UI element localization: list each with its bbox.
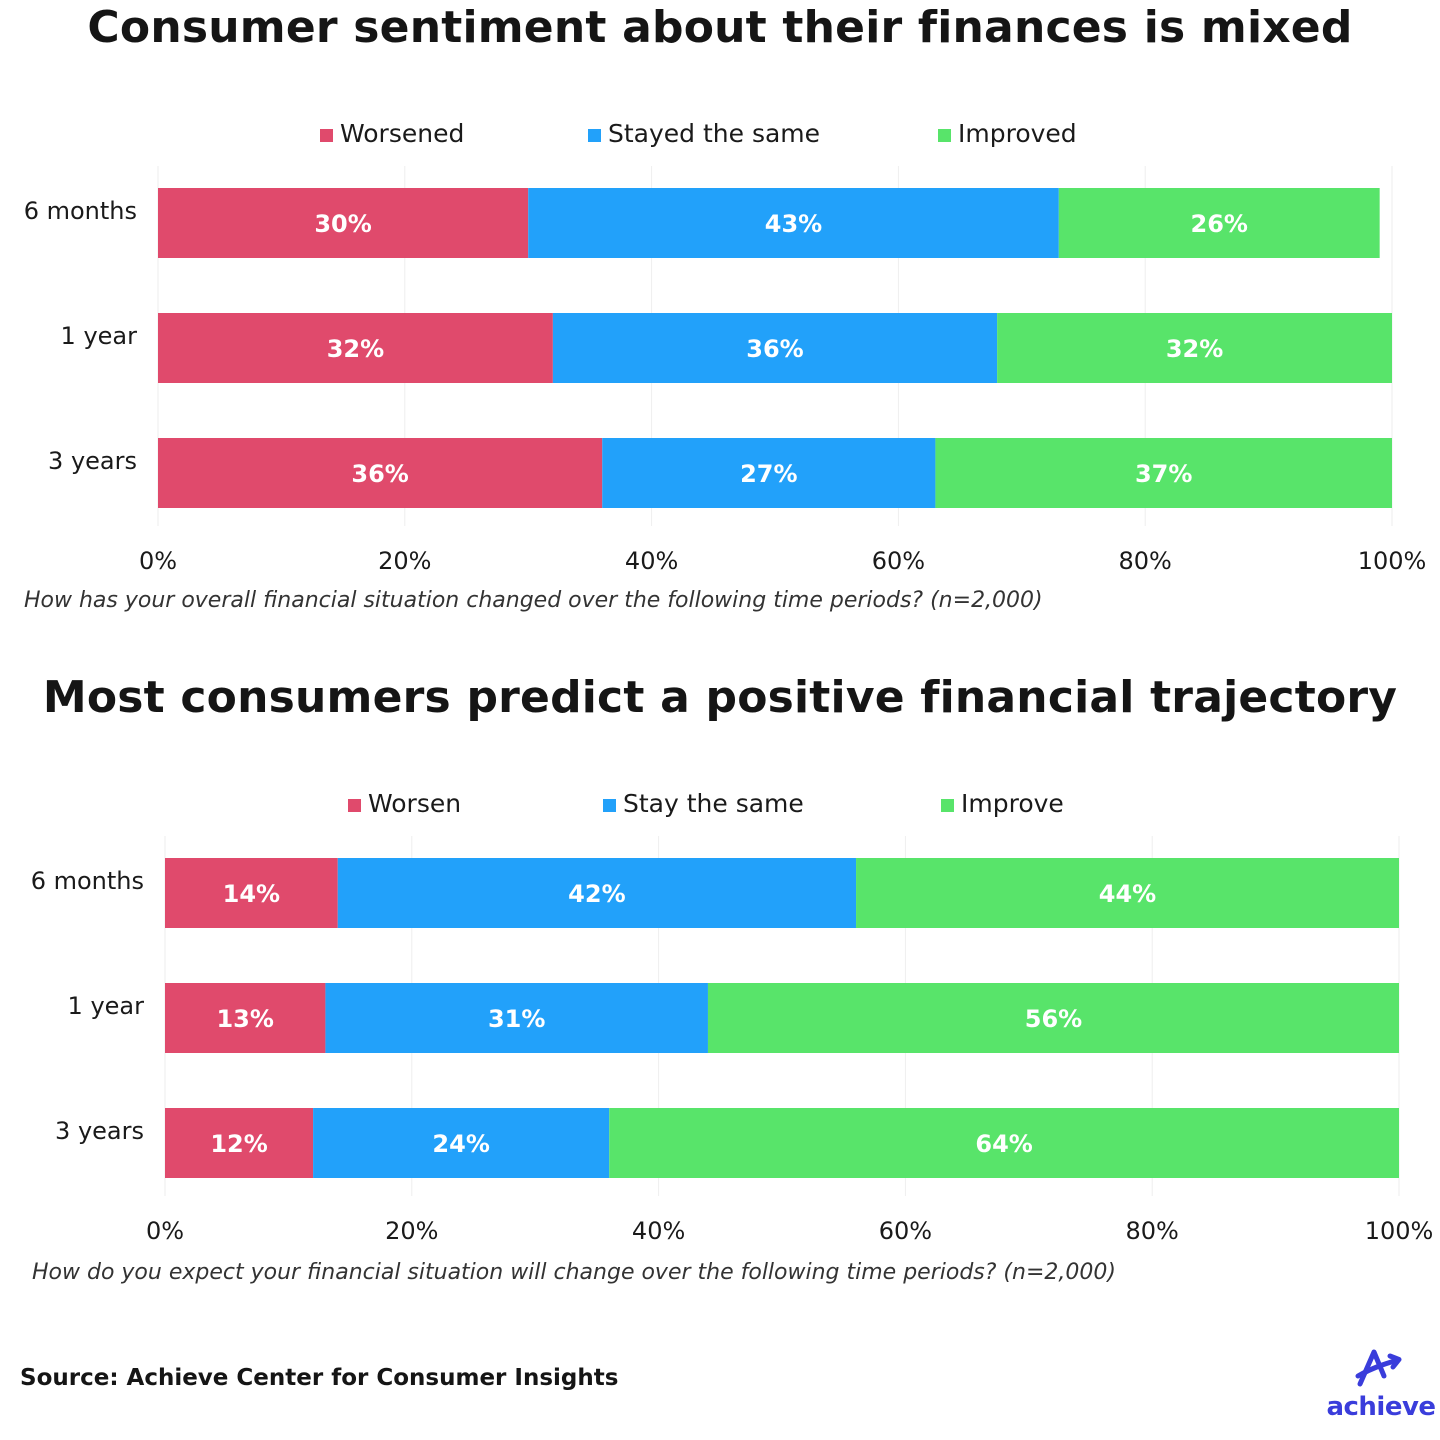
legend-label: Improved: [958, 119, 1077, 148]
category-label: 1 year: [68, 992, 145, 1020]
bar-segment: [552, 313, 998, 383]
bar-segment: [165, 1108, 314, 1178]
x-tick-label: 40%: [625, 547, 678, 575]
data-label: 42%: [568, 880, 625, 908]
bar-segment: [158, 188, 529, 258]
bar-segment: [528, 188, 1059, 258]
legend-swatch: [603, 799, 616, 812]
logo-text: achieve: [1326, 1392, 1436, 1422]
x-tick-label: 60%: [872, 547, 925, 575]
data-label: 56%: [1025, 1005, 1082, 1033]
bar-segment: [158, 438, 603, 508]
bar-segment: [165, 858, 338, 928]
x-tick-label: 100%: [1365, 1217, 1434, 1245]
chart-caption: How do you expect your financial situati…: [32, 1260, 1116, 1285]
bar-segment: [609, 1108, 1399, 1178]
data-label: 37%: [1135, 460, 1192, 488]
bar-segment: [165, 983, 326, 1053]
bar-segment: [602, 438, 936, 508]
data-label: 27%: [740, 460, 797, 488]
x-tick-label: 20%: [378, 547, 431, 575]
chart-caption: How has your overall financial situation…: [24, 588, 1043, 613]
chart-current-sentiment: 0% 20% 40% 60% 80% 100% Worsened Stayed the sam…: [24, 119, 1427, 575]
data-label: 32%: [1166, 335, 1223, 363]
legend-label: Stayed the same: [608, 119, 820, 148]
data-label: 43%: [765, 210, 822, 238]
x-tick-label: 20%: [385, 1217, 438, 1245]
category-label: 3 years: [55, 1117, 144, 1145]
x-tick-label: 0%: [139, 547, 177, 575]
data-label: 64%: [975, 1130, 1032, 1158]
data-label: 13%: [216, 1005, 273, 1033]
x-tick-label: 100%: [1358, 547, 1427, 575]
chart-title: Consumer sentiment about their finances …: [87, 2, 1353, 53]
chart-title: Most consumers predict a positive financ…: [42, 672, 1398, 723]
bar-segment: [325, 983, 708, 1053]
bar-segment: [158, 313, 553, 383]
legend-label: Worsened: [340, 119, 464, 148]
bar-segment: [337, 858, 857, 928]
legend-label: Improve: [961, 789, 1064, 818]
x-tick-label: 60%: [879, 1217, 932, 1245]
bar-segment: [997, 313, 1392, 383]
bar-segment: [313, 1108, 610, 1178]
legend-swatch: [941, 799, 954, 812]
chart-panel-prediction: Most consumers predict a positive financ…: [0, 670, 1440, 1330]
x-tick-label: 80%: [1126, 1217, 1179, 1245]
legend-swatch: [348, 799, 361, 812]
data-label: 14%: [223, 880, 280, 908]
legend-label: Stay the same: [623, 789, 804, 818]
achieve-a-arrow-icon: [1355, 1349, 1402, 1387]
category-label: 6 months: [31, 867, 144, 895]
x-tick-label: 40%: [632, 1217, 685, 1245]
bar-segment: [707, 983, 1399, 1053]
legend-swatch: [938, 129, 951, 142]
data-label: 30%: [314, 210, 371, 238]
x-tick-label: 0%: [146, 1217, 184, 1245]
legend-swatch: [588, 129, 601, 142]
category-label: 6 months: [24, 197, 137, 225]
legend-label: Worsen: [368, 789, 461, 818]
data-label: 32%: [327, 335, 384, 363]
legend-swatch: [320, 129, 333, 142]
data-label: 31%: [488, 1005, 545, 1033]
chart-predicted-trajectory: 0% 20% 40% 60% 80% 100% Worsen Stay the same Imp…: [31, 789, 1434, 1245]
data-label: 36%: [746, 335, 803, 363]
bar-segment: [935, 438, 1392, 508]
x-tick-label: 80%: [1119, 547, 1172, 575]
data-label: 26%: [1191, 210, 1248, 238]
source-note: Source: Achieve Center for Consumer Insi…: [20, 1365, 619, 1391]
data-label: 36%: [351, 460, 408, 488]
achieve-logo: achieve: [1326, 1346, 1436, 1422]
chart-panel-current: Consumer sentiment about their finances …: [0, 0, 1440, 660]
bar-segment: [856, 858, 1399, 928]
bar-segment: [1058, 188, 1380, 258]
category-label: 1 year: [61, 322, 138, 350]
data-label: 24%: [432, 1130, 489, 1158]
category-label: 3 years: [48, 447, 137, 475]
data-label: 44%: [1099, 880, 1156, 908]
data-label: 12%: [210, 1130, 267, 1158]
